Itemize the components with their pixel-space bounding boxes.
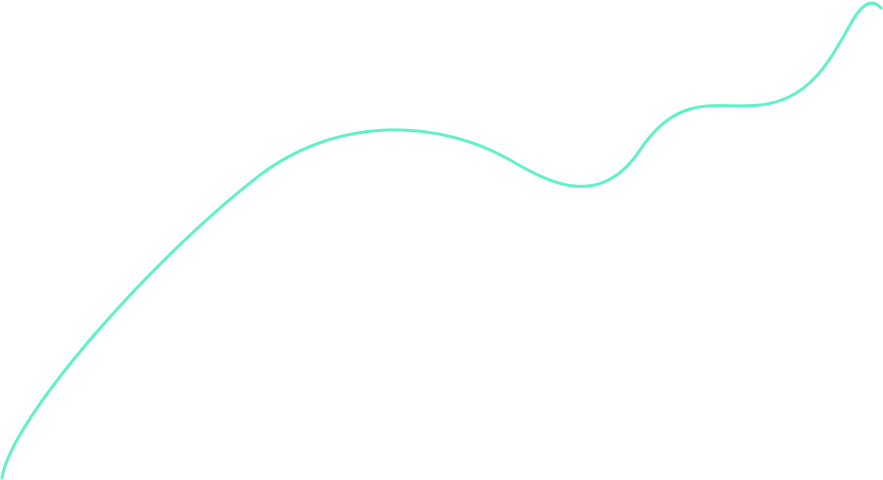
decorative-wave-canvas xyxy=(0,1,883,480)
wave-line xyxy=(0,1,883,480)
